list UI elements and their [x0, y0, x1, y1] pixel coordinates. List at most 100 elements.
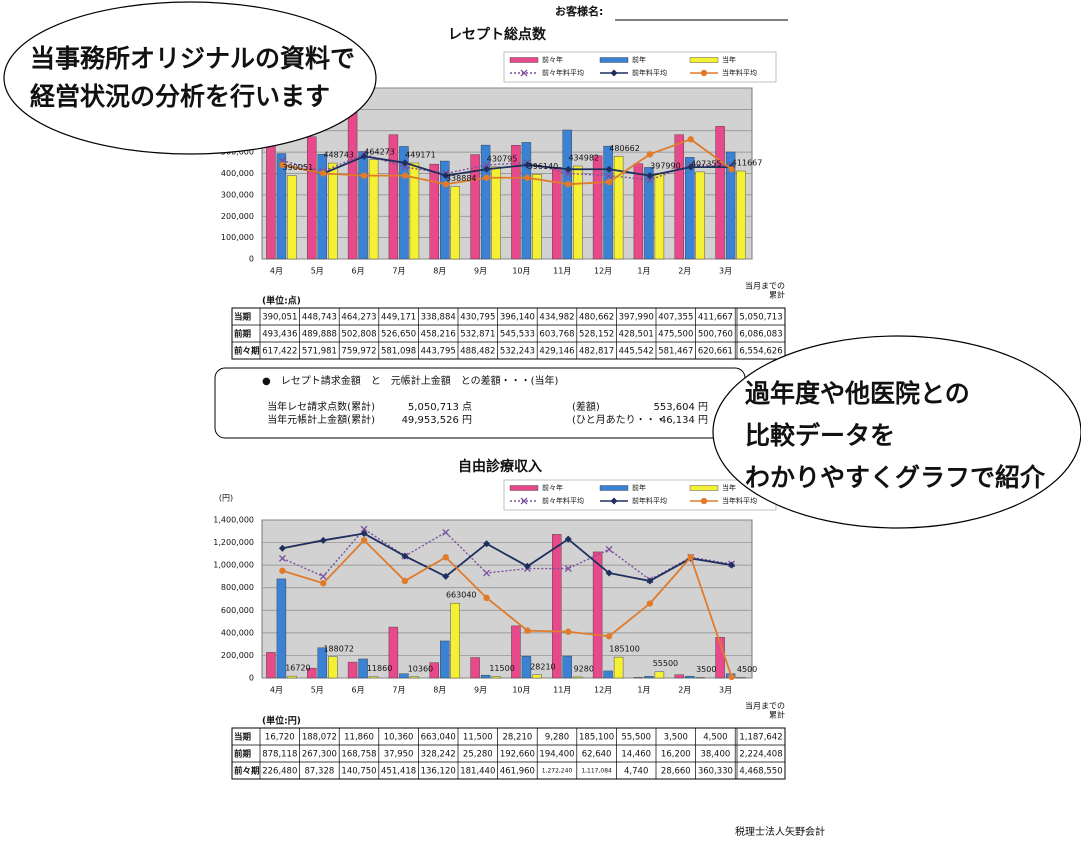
- bar: [347, 661, 358, 679]
- line-marker: [564, 165, 572, 173]
- legend-label: 前年料平均: [632, 496, 667, 505]
- data-label: 397990: [650, 161, 681, 170]
- table-cell: 429,146: [539, 347, 574, 357]
- bar: [328, 656, 338, 679]
- line-marker: [483, 594, 490, 602]
- bar: [592, 155, 603, 260]
- x-tick-label: 12月: [594, 686, 612, 695]
- line-marker: [279, 567, 286, 574]
- line-marker: [565, 628, 572, 635]
- bar: [317, 647, 327, 679]
- bar: [399, 146, 409, 260]
- table-cell: 168,758: [341, 750, 376, 760]
- data-label: 411667: [732, 159, 763, 168]
- x-tick-label: 9月: [474, 686, 487, 695]
- line-marker: [524, 174, 531, 181]
- table-cell: 461,960: [500, 767, 535, 777]
- customer-label: お客様名:: [555, 4, 603, 18]
- x-tick-label: 4月: [270, 686, 283, 695]
- table-cell: 475,500: [658, 330, 693, 340]
- line-marker: [687, 163, 695, 171]
- line-marker: [320, 170, 327, 177]
- line-marker: [401, 577, 409, 585]
- bar: [521, 142, 532, 260]
- table-cell: 571,981: [302, 347, 337, 357]
- y-tick-label: 400,000: [221, 169, 254, 178]
- row-label: 前々期: [234, 346, 260, 357]
- data-label: 407355: [691, 159, 722, 168]
- table-cell: 493,436: [262, 330, 297, 340]
- data-label: 55500: [653, 659, 678, 668]
- table-cell: 14,460: [621, 750, 651, 760]
- bar: [409, 162, 420, 260]
- line-marker: [401, 172, 409, 179]
- table-total: 4,468,550: [739, 767, 782, 777]
- data-label: 430795: [487, 154, 518, 163]
- legend-label: 当年料平均: [722, 496, 757, 505]
- table-cell: 532,871: [460, 330, 495, 340]
- table-total-header: 累計: [769, 710, 785, 720]
- summary-diff-value: 553,604 円: [653, 402, 708, 413]
- line-marker: [483, 165, 491, 173]
- summary-label: 当年レセ請求点数(累計): [267, 400, 375, 413]
- bar: [388, 134, 399, 260]
- bar: [674, 674, 684, 679]
- y-tick-label: 200,000: [221, 651, 254, 660]
- bar: [470, 154, 480, 260]
- average-line: [282, 138, 733, 186]
- legend-swatch: [689, 485, 719, 491]
- line-marker: [360, 530, 368, 538]
- x-tick-label: 1月: [637, 686, 650, 695]
- table-cell: 328,242: [421, 750, 456, 760]
- y-tick-label: 1,400,000: [213, 516, 254, 525]
- data-label: 396140: [528, 162, 559, 171]
- line-marker: [320, 580, 327, 587]
- line-marker: [646, 176, 654, 184]
- table-cell: 396,140: [500, 313, 535, 323]
- line-marker: [564, 535, 572, 543]
- table-cell: 428,501: [619, 330, 654, 340]
- bar: [592, 551, 603, 679]
- x-tick-label: 12月: [594, 267, 612, 276]
- line-marker: [360, 152, 368, 160]
- legend-marker: [520, 497, 528, 505]
- table-cell: 449,171: [381, 313, 416, 323]
- plot-area: [261, 519, 753, 679]
- bar: [491, 166, 501, 260]
- table-cell: 360,330: [698, 767, 733, 777]
- line-marker: [483, 540, 491, 548]
- table-cell: 620,661: [698, 347, 733, 357]
- bar: [521, 656, 532, 679]
- bar: [633, 677, 644, 679]
- data-label: 448743: [323, 151, 354, 160]
- table-cell: 581,098: [381, 347, 416, 357]
- table-cell: 445,542: [619, 347, 654, 357]
- table-cell: 451,418: [381, 767, 416, 777]
- legend-label: 当年料平均: [722, 68, 757, 77]
- bar: [644, 676, 654, 679]
- table-cell: 545,533: [500, 330, 535, 340]
- bar: [399, 673, 409, 679]
- line-marker: [442, 172, 450, 180]
- table-cell: 528,152: [579, 330, 614, 340]
- table-cell: 11,500: [463, 733, 493, 743]
- average-line: [282, 532, 732, 582]
- bar: [552, 534, 562, 679]
- table-cell: 188,072: [302, 733, 337, 743]
- line-marker: [728, 561, 736, 569]
- data-label: 16720: [285, 664, 310, 673]
- x-tick-label: 2月: [678, 267, 691, 276]
- line-marker: [605, 545, 613, 553]
- bar: [429, 662, 439, 679]
- table-cell: 663,040: [421, 733, 456, 743]
- callout-text: わかりやすくグラフで紹介: [745, 463, 1046, 492]
- bar: [603, 145, 613, 260]
- bar: [409, 676, 420, 679]
- table-cell: 480,662: [579, 313, 614, 323]
- line-marker: [442, 528, 450, 536]
- table-cell: 9,280: [545, 733, 569, 743]
- bar: [654, 173, 665, 260]
- line-marker: [319, 572, 327, 580]
- x-tick-label: 5月: [311, 267, 324, 276]
